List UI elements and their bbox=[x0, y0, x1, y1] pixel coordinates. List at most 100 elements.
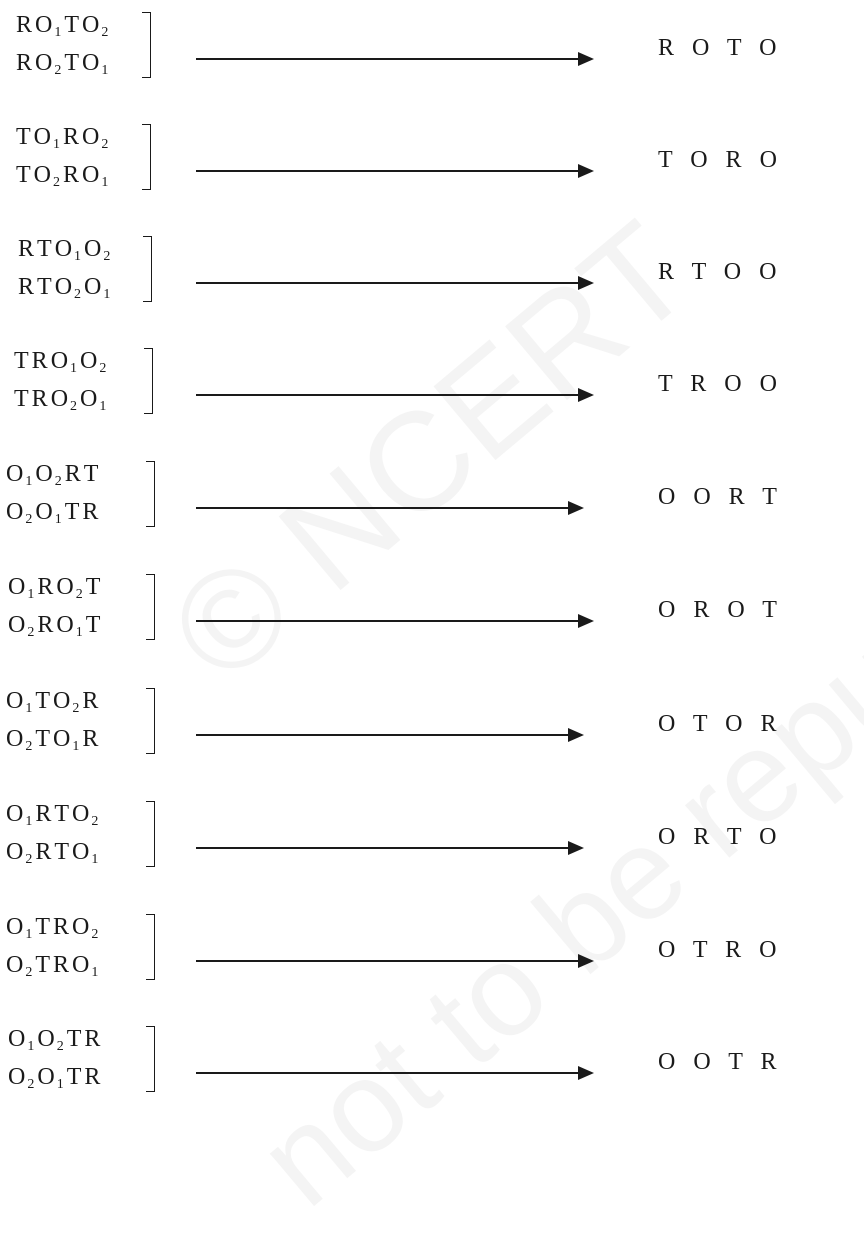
arrangement-result: O T R O bbox=[658, 937, 783, 963]
right-bracket bbox=[146, 461, 155, 527]
right-bracket bbox=[143, 236, 152, 302]
permutation-top: O1 RO2 T bbox=[8, 568, 103, 606]
arrow-head-icon bbox=[578, 164, 594, 178]
token: O1 bbox=[84, 274, 111, 302]
arrangement-result: O R T O bbox=[658, 824, 783, 850]
permutation-bottom: O2 O1 TR bbox=[6, 493, 101, 531]
token: R bbox=[63, 162, 82, 188]
permutation-bottom: RTO2 O1 bbox=[18, 268, 113, 306]
token: R bbox=[31, 348, 50, 374]
arrow-head-icon bbox=[578, 1066, 594, 1080]
arrangement-result: T O R O bbox=[658, 147, 783, 173]
arrow-line bbox=[196, 507, 570, 509]
permutation-bottom: O2 O1 TR bbox=[8, 1058, 103, 1096]
token: O2 bbox=[6, 952, 33, 980]
token: O1 bbox=[33, 124, 61, 152]
token: O2 bbox=[84, 236, 111, 264]
token: R bbox=[18, 274, 37, 300]
permutation-bottom: TO2 RO1 bbox=[16, 156, 111, 194]
token: R bbox=[82, 726, 101, 752]
token: T bbox=[37, 236, 54, 262]
token: O2 bbox=[35, 461, 62, 489]
token: O2 bbox=[6, 499, 33, 527]
token: O2 bbox=[56, 574, 83, 602]
token: O2 bbox=[72, 914, 99, 942]
arrow-head-icon bbox=[578, 388, 594, 402]
arrangement-row: RTO1 O2 RTO2 O1 R T O O bbox=[0, 230, 864, 342]
right-bracket bbox=[146, 1026, 155, 1092]
token: T bbox=[35, 952, 53, 978]
right-bracket bbox=[144, 348, 153, 414]
arrow-line bbox=[196, 620, 580, 622]
arrangement-result: T R O O bbox=[658, 371, 783, 397]
token: T bbox=[83, 461, 101, 487]
arrow-line bbox=[196, 170, 580, 172]
token: T bbox=[85, 574, 103, 600]
permutation-top: TO1 RO2 bbox=[16, 118, 111, 156]
token: O1 bbox=[82, 50, 109, 78]
token: T bbox=[64, 499, 82, 525]
token: T bbox=[66, 1026, 84, 1052]
arrangement-row: O1 O2 TR O2 O1 TR O O T R bbox=[0, 1020, 864, 1132]
token: T bbox=[35, 914, 53, 940]
token: O1 bbox=[72, 839, 99, 867]
token: R bbox=[64, 461, 83, 487]
permutation-top: RO1 TO2 bbox=[16, 6, 111, 44]
token: O2 bbox=[35, 50, 62, 78]
permutation-top: RTO1 O2 bbox=[18, 230, 113, 268]
token: O2 bbox=[37, 1026, 64, 1054]
token: O1 bbox=[6, 801, 33, 829]
arrow-head-icon bbox=[578, 276, 594, 290]
token: O1 bbox=[8, 1026, 35, 1054]
token: O1 bbox=[53, 726, 80, 754]
token: R bbox=[84, 1026, 103, 1052]
arrow-head-icon bbox=[578, 52, 594, 66]
token: O1 bbox=[6, 914, 33, 942]
token: O2 bbox=[53, 688, 80, 716]
token: T bbox=[16, 162, 33, 188]
token: O1 bbox=[54, 236, 82, 264]
arrangement-row: O1 O2 RT O2 O1 TR O O R T bbox=[0, 455, 864, 567]
arrow-line bbox=[196, 394, 580, 396]
token: O1 bbox=[6, 688, 33, 716]
token: T bbox=[35, 726, 53, 752]
token: R bbox=[35, 839, 54, 865]
arrow-line bbox=[196, 734, 570, 736]
arrangement-row: O1 RTO2 O2 RTO1 O R T O bbox=[0, 795, 864, 907]
token: R bbox=[82, 499, 101, 525]
permutation-bottom: O2 TO1 R bbox=[6, 720, 101, 758]
token: R bbox=[53, 914, 72, 940]
arrangement-row: TO1 RO2 TO2 RO1 T O R O bbox=[0, 118, 864, 230]
arrangement-row: RO1 TO2 RO2 TO1 R O T O bbox=[0, 6, 864, 118]
arrangement-result: O O T R bbox=[658, 1049, 783, 1075]
permutation-top: O1 TO2 R bbox=[6, 682, 101, 720]
arrangement-row: TRO1 O2 TRO2 O1 T R O O bbox=[0, 342, 864, 454]
arrow-head-icon bbox=[568, 728, 584, 742]
token: O2 bbox=[80, 348, 107, 376]
right-bracket bbox=[146, 914, 155, 980]
arrangement-result: R T O O bbox=[658, 259, 783, 285]
permutation-bottom: O2 RTO1 bbox=[6, 833, 101, 871]
token: O1 bbox=[56, 612, 83, 640]
arrangement-row: O1 RO2 T O2 RO1 T O R O T bbox=[0, 568, 864, 680]
permutation-bottom: O2 RO1 T bbox=[8, 606, 103, 644]
token: T bbox=[54, 839, 72, 865]
arrow-line bbox=[196, 282, 580, 284]
token: O2 bbox=[82, 12, 109, 40]
token: O2 bbox=[82, 124, 109, 152]
token: O1 bbox=[6, 461, 33, 489]
token: T bbox=[14, 386, 31, 412]
arrangement-row: O1 TRO2 O2 TRO1 O T R O bbox=[0, 908, 864, 1020]
token: R bbox=[63, 124, 82, 150]
token: T bbox=[64, 12, 82, 38]
arrow-head-icon bbox=[568, 841, 584, 855]
token: O1 bbox=[35, 12, 62, 40]
arrow-head-icon bbox=[578, 614, 594, 628]
permutation-top: O1 O2 RT bbox=[6, 455, 101, 493]
token: T bbox=[14, 348, 31, 374]
arrow-line bbox=[196, 960, 580, 962]
token: O2 bbox=[33, 162, 61, 190]
right-bracket bbox=[142, 12, 151, 78]
arrangement-result: O O R T bbox=[658, 484, 783, 510]
arrow-line bbox=[196, 58, 580, 60]
